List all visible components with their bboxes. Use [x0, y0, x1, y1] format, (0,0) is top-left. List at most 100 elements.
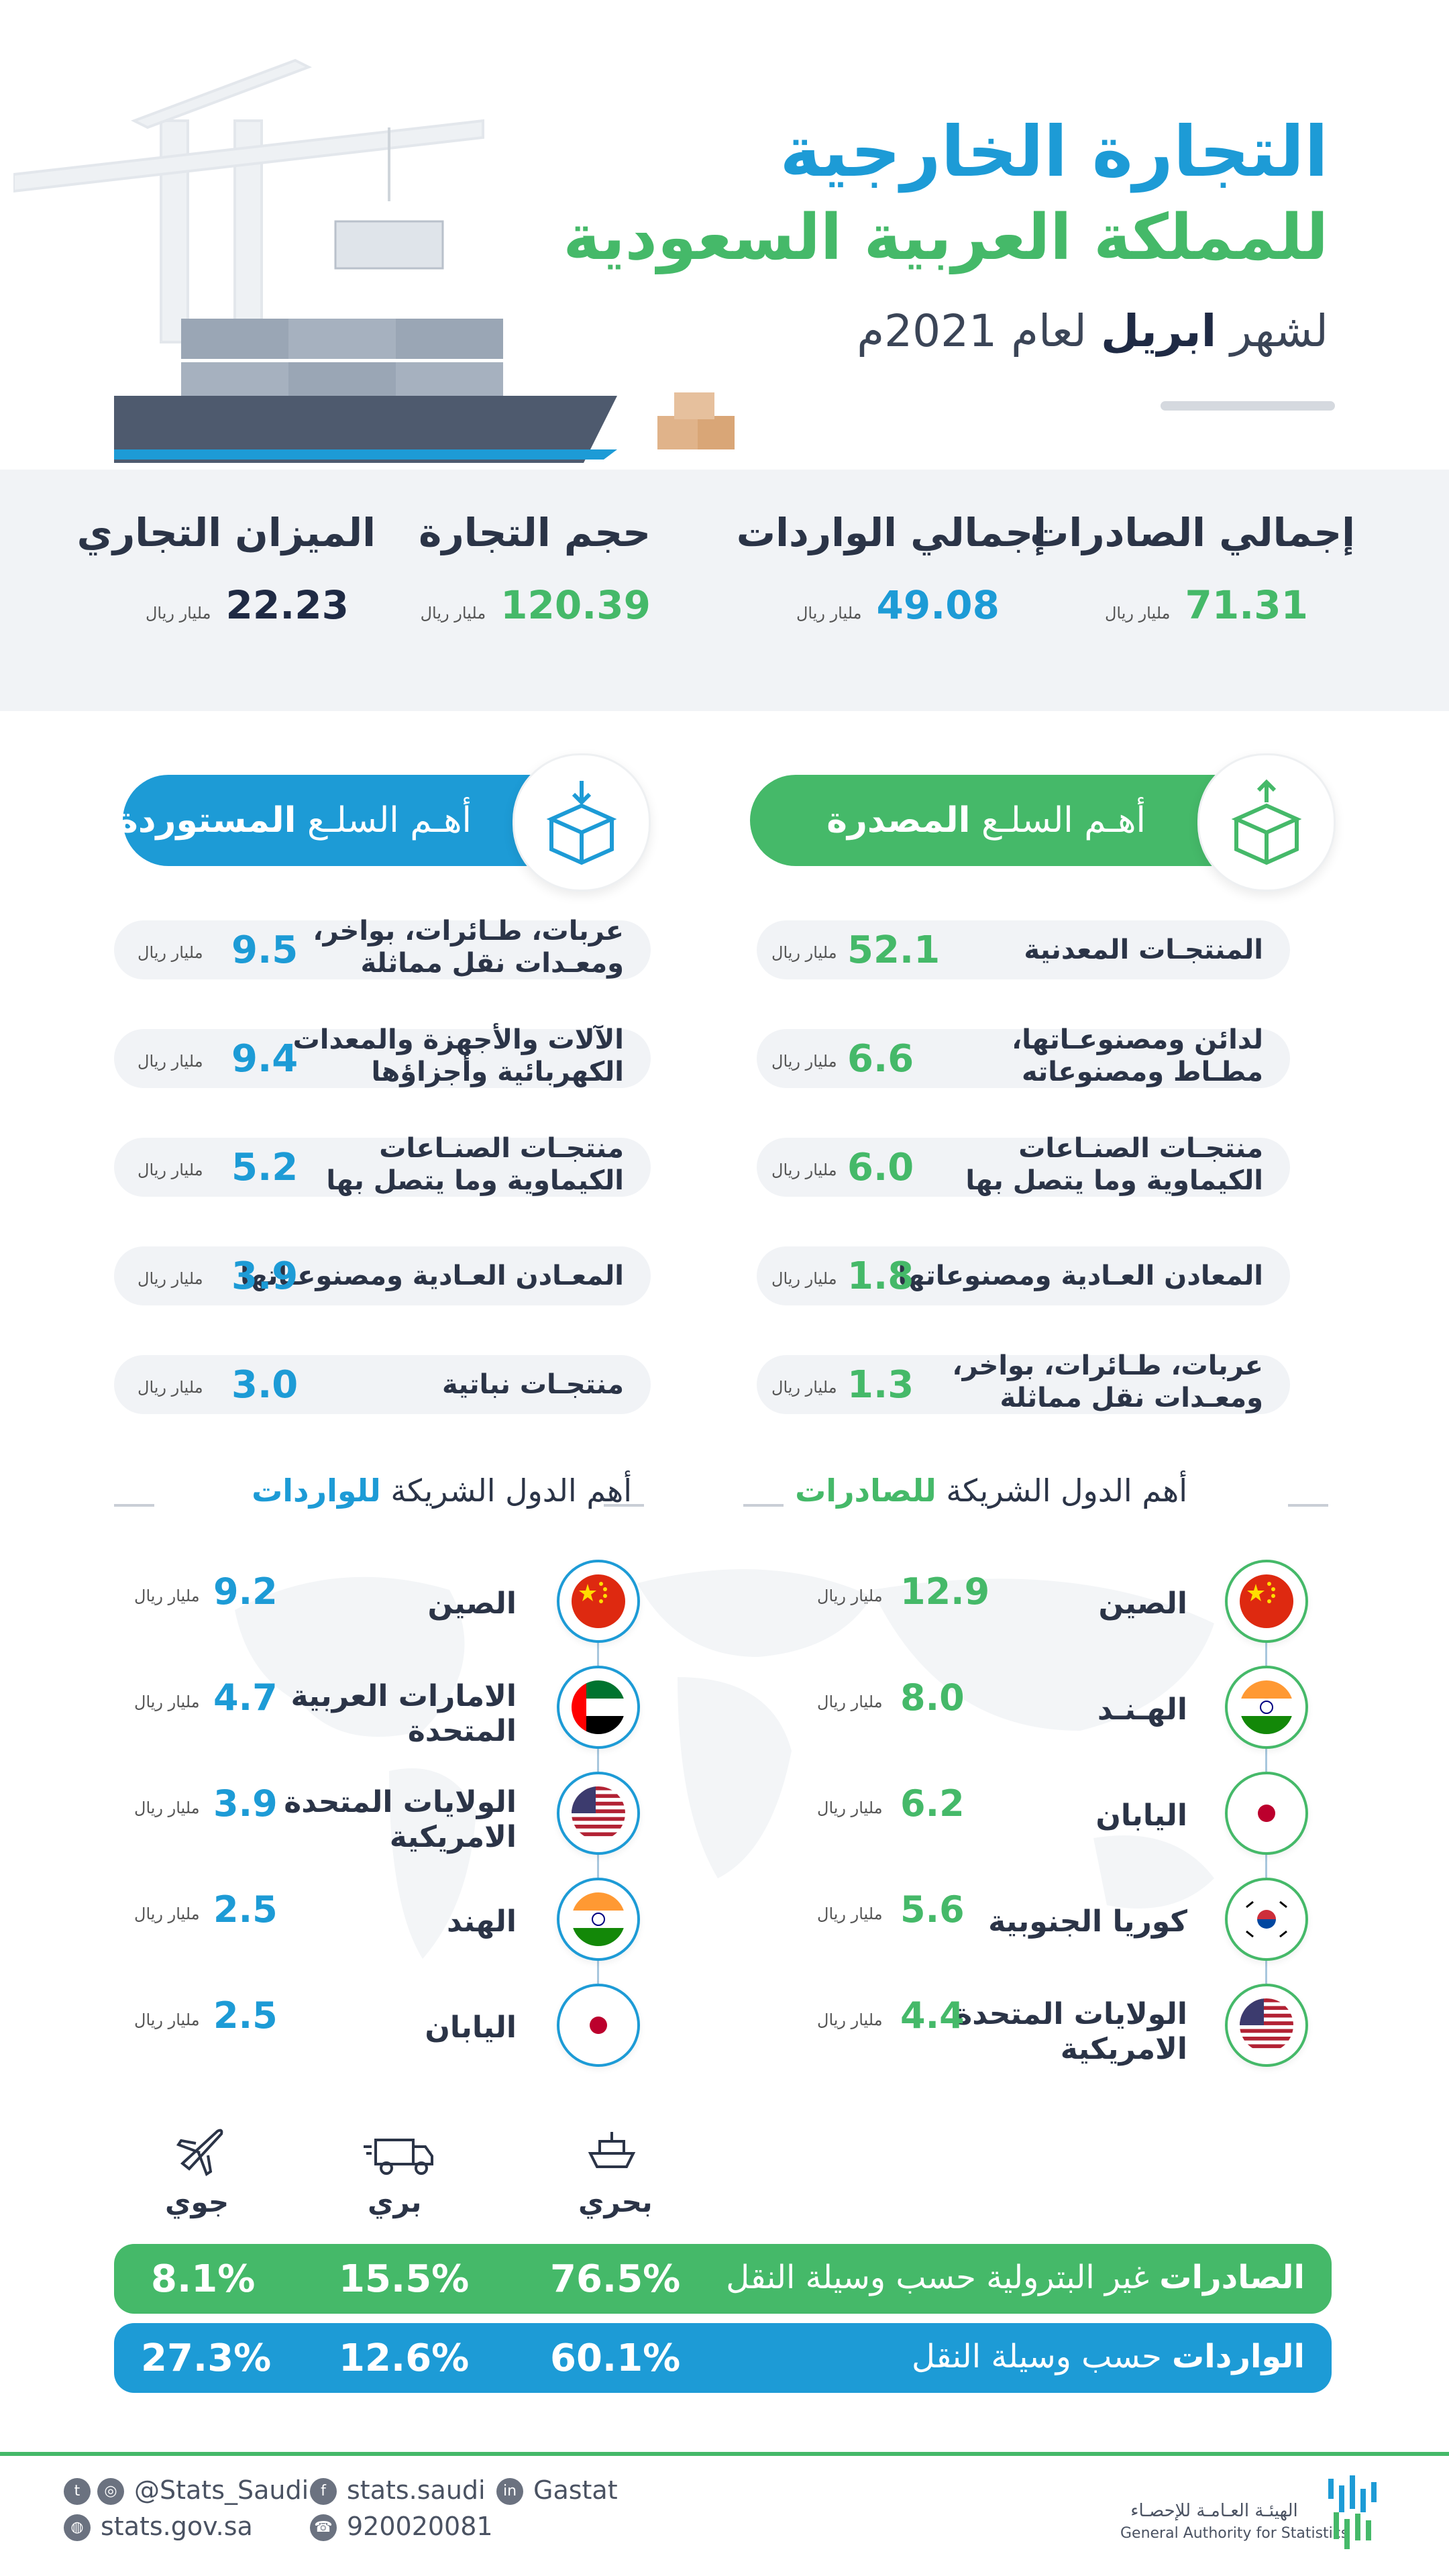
period-month: ابريل — [1101, 305, 1217, 357]
commodity-unit: مليار ريال — [771, 1378, 837, 1397]
summary-band: إجمالي الصادرات 71.31 مليار ريال إجمالي ا… — [0, 470, 1449, 711]
section-title: أهـم السلـع المصدرة — [826, 775, 1146, 866]
plane-icon — [176, 2123, 229, 2177]
partner-country: الولايات المتحدة الامريكية — [955, 1997, 1187, 2066]
uae-flag-icon — [572, 1680, 625, 1734]
flag-badge — [1225, 1560, 1308, 1643]
bar-label: الصادرات غير البترولية حسب وسيلة النقل — [726, 2259, 1305, 2296]
org-name-ar: الهيئـة العـامـة للإحصـاء — [1130, 2501, 1298, 2521]
partner-value: 5.6 — [900, 1888, 965, 1931]
land-share: 15.5% — [339, 2257, 470, 2301]
land-share: 12.6% — [339, 2337, 470, 2380]
truck-icon — [362, 2132, 436, 2179]
kpi-value: 22.23 — [225, 582, 349, 628]
china-flag-icon — [572, 1574, 625, 1628]
export-partners-title: أهم الدول الشريكة للصادرات — [795, 1472, 1187, 1509]
kpi-title: حجم التجارة — [419, 510, 651, 555]
connector-line — [597, 1746, 599, 1772]
bar-label: الواردات حسب وسيلة النقل — [912, 2338, 1305, 2375]
connector-line — [597, 1852, 599, 1878]
partner-value: 2.5 — [213, 1888, 278, 1931]
flag-badge — [557, 1666, 640, 1749]
twitter-handle-link[interactable]: @Stats_Saudi — [134, 2475, 309, 2505]
commodity-row: منتجـات الصنـاعات الكيماوية وما يتصل بها… — [114, 1133, 651, 1197]
box-export-icon — [1197, 753, 1336, 892]
flag-badge — [1225, 1772, 1308, 1855]
facebook-icon[interactable]: f — [310, 2478, 337, 2505]
section-title: أهـم السلـع المستوردة — [117, 775, 472, 866]
partner-value: 9.2 — [213, 1570, 278, 1613]
commodity-row: المعادن العـادية ومصنوعاتها 1.8 مليار ريال — [757, 1246, 1290, 1305]
partner-country: الهـنـد — [1097, 1693, 1187, 1727]
flag-badge — [557, 1984, 640, 2067]
commodity-label: منتجـات نباتية — [441, 1369, 624, 1400]
commodity-row: الآلات والأجهزة والمعدات الكهربائية وأجز… — [114, 1024, 651, 1088]
partner-country: اليابان — [1095, 1799, 1187, 1833]
partner-unit: مليار ريال — [817, 1904, 883, 1923]
partner-value: 6.2 — [900, 1782, 965, 1825]
globe-icon: ◍ — [64, 2514, 91, 2541]
partner-unit: مليار ريال — [134, 1587, 200, 1605]
page-subtitle: للمملكة العربية السعودية — [563, 201, 1328, 274]
flag-badge — [1225, 1666, 1308, 1749]
commodity-row: لدائن ومصنوعـاتها، مطـاط ومصنوعاته 6.6 ملي… — [757, 1024, 1290, 1088]
title-bold: للصادرات — [795, 1472, 936, 1509]
china-flag-icon — [1240, 1574, 1293, 1628]
usa-flag-icon — [1240, 1998, 1293, 2052]
commodity-unit: مليار ريال — [771, 1161, 837, 1179]
commodity-unit: مليار ريال — [138, 1052, 203, 1071]
partner-unit: مليار ريال — [134, 1799, 200, 1817]
commodity-label: عربات، طـائرات، بواخر، ومعـدات نقل مماثل… — [952, 1350, 1263, 1413]
page-title: التجارة الخارجية — [780, 111, 1328, 193]
commodity-unit: مليار ريال — [771, 1052, 837, 1071]
partner-value: 8.0 — [900, 1676, 965, 1719]
transport-mode-land: بري — [368, 2186, 422, 2218]
bar-label-bold: الواردات — [1172, 2338, 1305, 2375]
air-share: 27.3% — [141, 2337, 272, 2380]
commodity-unit: مليار ريال — [138, 1161, 203, 1179]
kpi-value: 49.08 — [876, 582, 1000, 628]
partner-value: 4.7 — [213, 1676, 278, 1719]
kpi-title: إجمالي الصادرات — [1030, 510, 1355, 555]
bar-label-rest: غير البترولية حسب وسيلة النقل — [726, 2259, 1160, 2296]
partner-value: 2.5 — [213, 1994, 278, 2037]
connector-line — [1265, 1746, 1267, 1772]
linkedin-icon[interactable]: in — [496, 2478, 523, 2505]
facebook-link[interactable]: stats.saudi — [347, 2475, 486, 2505]
kpi-unit: مليار ريال — [1104, 604, 1171, 623]
divider — [604, 1504, 644, 1507]
kpi-unit: مليار ريال — [145, 604, 211, 623]
partner-value: 12.9 — [900, 1570, 990, 1613]
imports-transport-bar: الواردات حسب وسيلة النقل 60.1% 12.6% 27.… — [114, 2323, 1332, 2393]
bar-label-bold: الصادرات — [1159, 2259, 1305, 2296]
kpi-unit: مليار ريال — [420, 604, 486, 623]
commodity-value: 1.3 — [847, 1363, 914, 1407]
instagram-icon[interactable]: ◎ — [97, 2478, 124, 2505]
commodity-label: المعادن العـادية ومصنوعاتها — [898, 1260, 1263, 1291]
partner-value: 3.9 — [213, 1782, 278, 1825]
connector-line — [597, 1958, 599, 1984]
kpi-total-imports: إجمالي الواردات 49.08 مليار ريال — [737, 510, 1046, 628]
phone-number[interactable]: 920020081 — [347, 2512, 493, 2541]
south-korea-flag-icon — [1240, 1892, 1293, 1946]
website-link[interactable]: stats.gov.sa — [101, 2512, 253, 2541]
linkedin-link[interactable]: Gastat — [533, 2475, 618, 2505]
commodity-value: 6.0 — [847, 1146, 914, 1189]
commodity-value: 3.9 — [231, 1254, 299, 1298]
partner-unit: مليار ريال — [817, 2010, 883, 2029]
commodity-row: عربات، طـائرات، بواخر، ومعـدات نقل مماثل… — [114, 916, 651, 979]
twitter-icon[interactable]: t — [64, 2478, 91, 2505]
section-title-bold: المصدرة — [826, 800, 971, 841]
divider — [114, 1504, 154, 1507]
kpi-unit: مليار ريال — [796, 604, 862, 623]
title-prefix: أهم الدول الشريكة — [936, 1472, 1187, 1509]
partner-country: الصين — [427, 1587, 517, 1621]
commodity-label: الآلات والأجهزة والمعدات الكهربائية وأجز… — [292, 1024, 624, 1087]
ship-icon — [585, 2127, 639, 2174]
box-import-icon — [513, 753, 651, 892]
flag-badge — [557, 1560, 640, 1643]
phone-icon: ☎ — [310, 2514, 337, 2541]
kpi-trade-volume: حجم التجارة 120.39 مليار ريال — [369, 510, 651, 628]
sea-share: 76.5% — [550, 2257, 681, 2301]
commodity-row: منتجـات الصنـاعات الكيماوية وما يتصل بها… — [757, 1133, 1290, 1197]
